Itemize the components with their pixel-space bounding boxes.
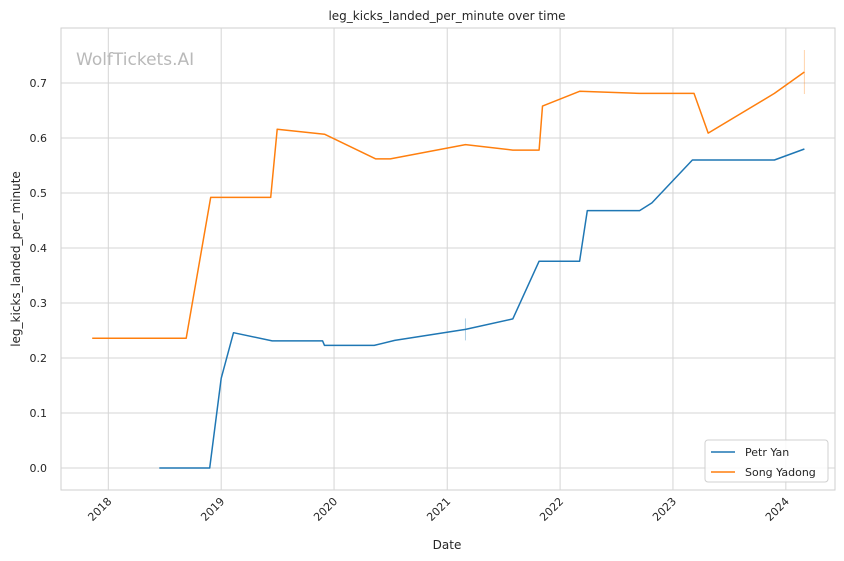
legend-label-petr-yan: Petr Yan <box>745 446 789 459</box>
x-tick-label: 2024 <box>763 495 792 524</box>
chart-title: leg_kicks_landed_per_minute over time <box>328 9 565 23</box>
y-tick-label: 0.1 <box>30 407 48 420</box>
legend-box <box>704 439 829 483</box>
y-tick-label: 0.7 <box>30 77 48 90</box>
x-tick-labels: 2018 2019 2020 2021 2022 2023 2024 <box>85 495 792 524</box>
y-tick-label: 0.3 <box>30 297 48 310</box>
x-axis-title: Date <box>433 538 462 552</box>
series-line-song-yadong <box>92 71 805 339</box>
watermark: WolfTickets.AI <box>76 50 194 70</box>
plot-frame <box>60 27 836 491</box>
x-tick-label: 2023 <box>650 495 679 524</box>
series-line-petr-yan <box>159 148 805 469</box>
y-tick-label: 0.5 <box>30 187 48 200</box>
y-tick-labels: 0.0 0.1 0.2 0.3 0.4 0.5 0.6 0.7 <box>30 77 48 475</box>
y-axis-title: leg_kicks_landed_per_minute <box>9 171 23 347</box>
y-tick-label: 0.4 <box>30 242 48 255</box>
x-tick-label: 2019 <box>198 495 227 524</box>
legend: Petr Yan Song Yadong <box>704 439 829 483</box>
y-tick-label: 0.6 <box>30 132 48 145</box>
y-tick-label: 0.2 <box>30 352 48 365</box>
x-gridlines <box>107 28 787 490</box>
legend-label-song-yadong: Song Yadong <box>745 466 816 479</box>
x-tick-label: 2018 <box>85 495 114 524</box>
y-gridlines <box>61 82 835 469</box>
series-layer <box>92 71 805 469</box>
x-tick-label: 2020 <box>311 495 340 524</box>
plot-area: WolfTickets.AI <box>60 27 836 491</box>
y-tick-label: 0.0 <box>30 462 48 475</box>
x-tick-label: 2021 <box>424 495 453 524</box>
x-tick-label: 2022 <box>537 495 566 524</box>
